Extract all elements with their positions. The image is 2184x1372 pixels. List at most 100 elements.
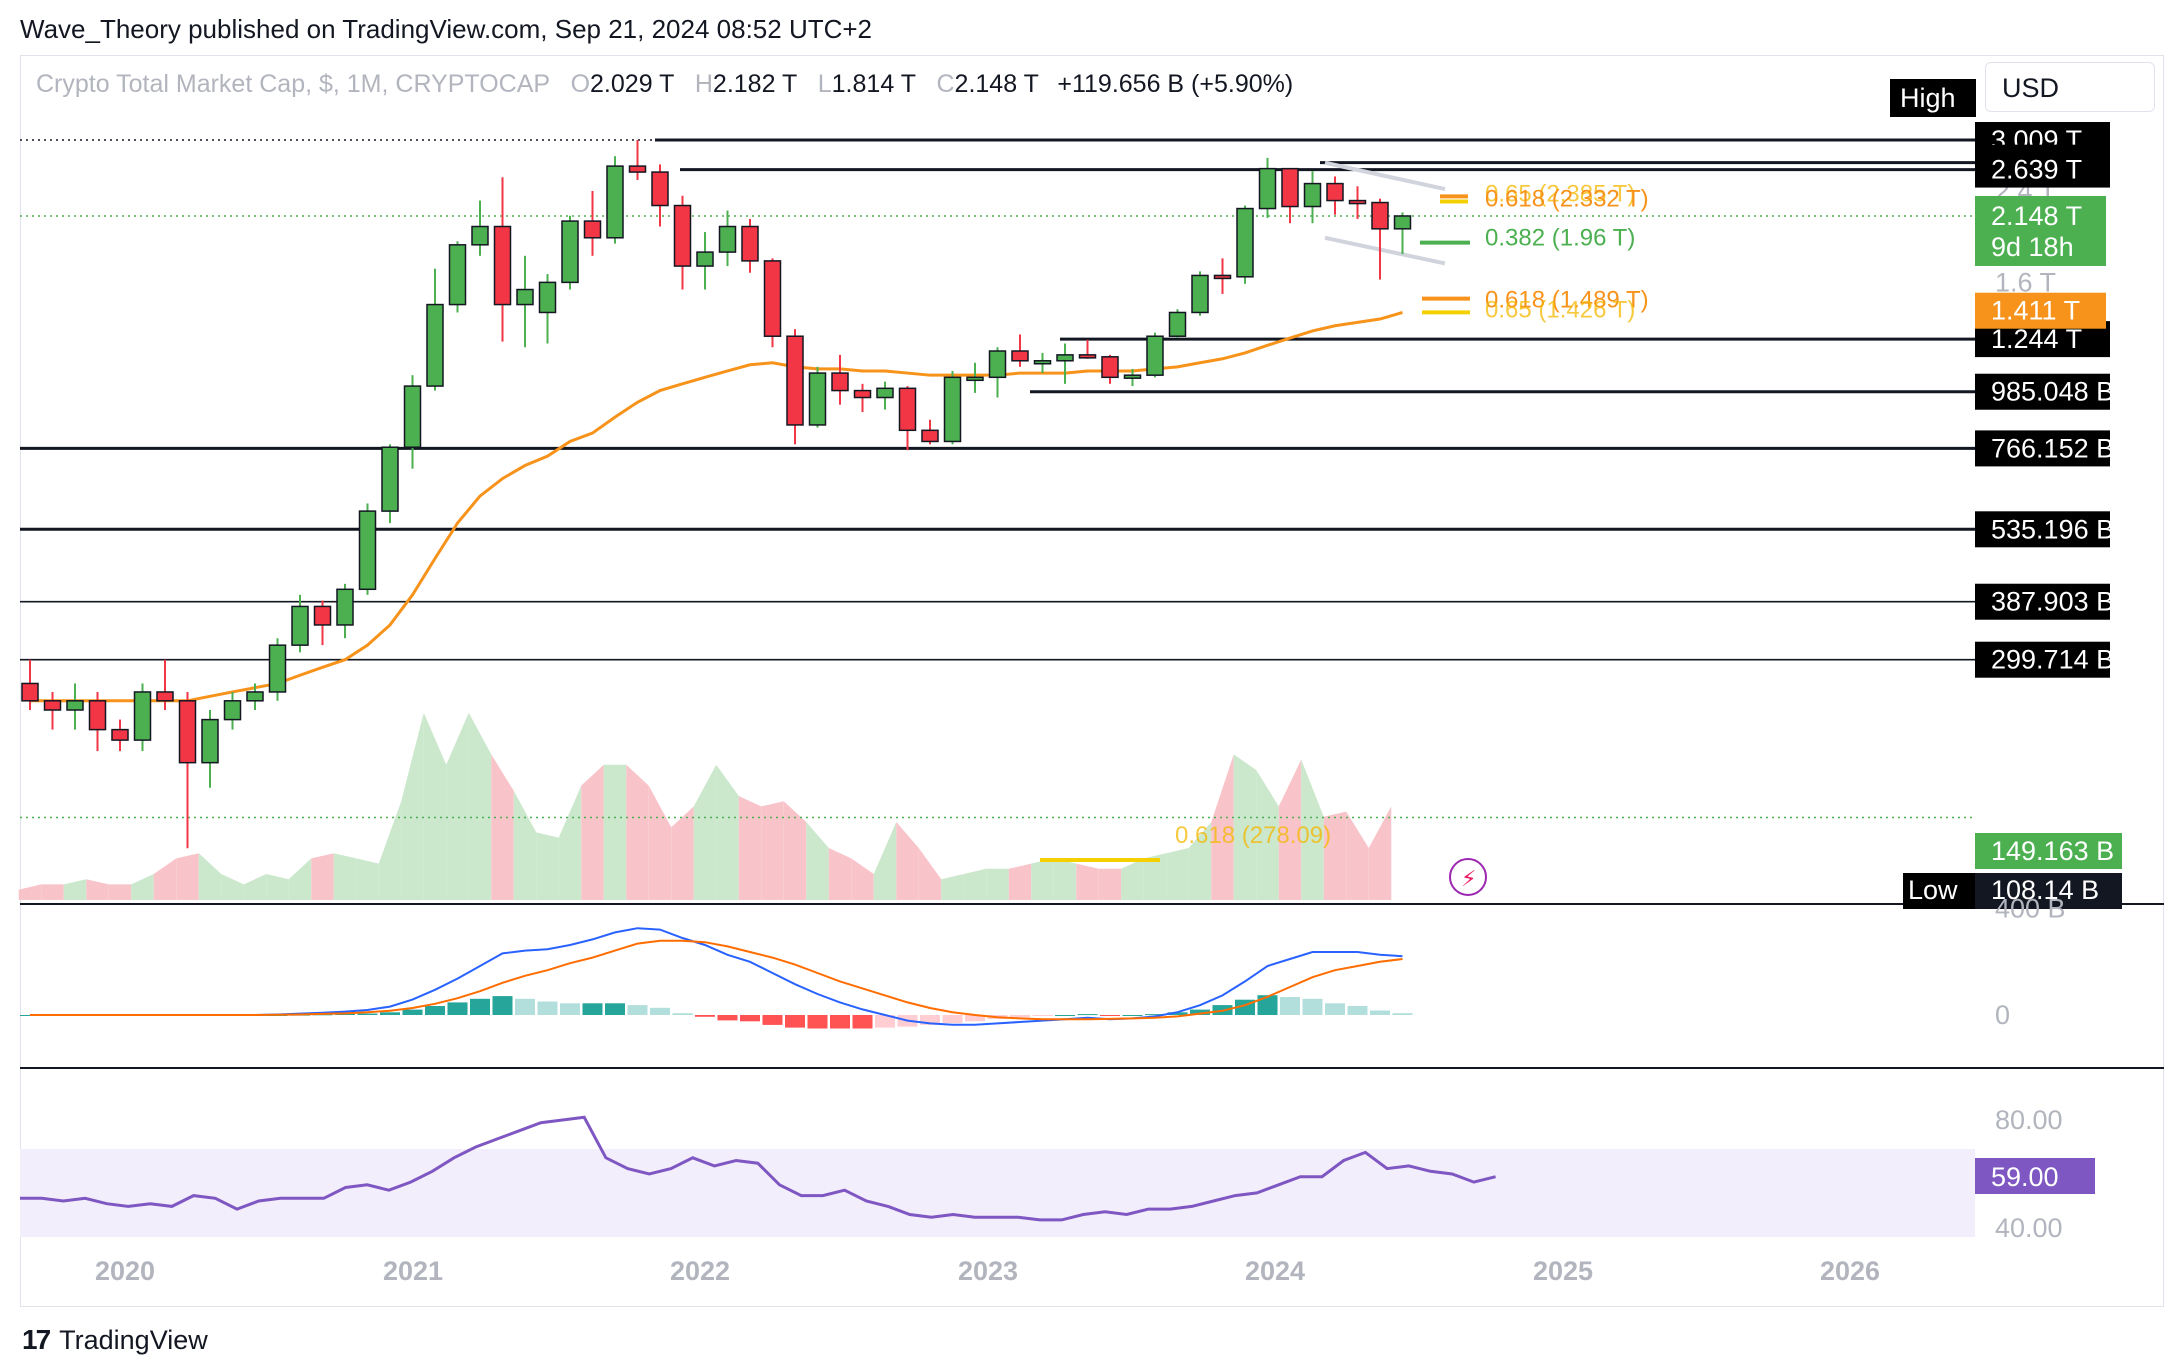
macd-histogram-bar	[1145, 1014, 1165, 1016]
volume-area	[1301, 759, 1324, 900]
volume-area	[1211, 754, 1234, 900]
candle-body	[493, 225, 512, 306]
level-price-tag-label: 387.903 B	[1991, 587, 2114, 617]
volume-area	[18, 884, 42, 900]
macd-histogram-bar	[515, 998, 535, 1015]
macd-histogram-bar	[1077, 1014, 1098, 1016]
candle-body	[786, 335, 804, 426]
volume-area	[986, 868, 1009, 900]
candle-body	[403, 385, 422, 448]
legend-change: +119.656 B (+5.90%)	[1057, 70, 1294, 98]
volume-area	[536, 832, 559, 900]
legend-close-label: C	[936, 70, 955, 98]
candle-body	[313, 605, 332, 626]
macd-histogram-bar	[1167, 1012, 1188, 1015]
candle-body	[673, 204, 692, 267]
macd-axis-label: 0	[1995, 1000, 2010, 1030]
candle-body	[606, 165, 624, 239]
tradingview-brand: TradingView	[59, 1324, 208, 1355]
lightning-icon	[1449, 858, 1487, 896]
volume-area	[108, 884, 132, 900]
candle-body	[1078, 354, 1097, 359]
x-axis-year-label: 2025	[1533, 1256, 1593, 1286]
tradingview-logo-icon: 17	[22, 1324, 51, 1355]
volume-area	[356, 858, 379, 900]
macd-histogram-bar	[785, 1015, 805, 1028]
high-tag	[1890, 79, 1976, 117]
candle-body	[133, 691, 152, 741]
volume-area	[603, 764, 627, 900]
volume-area	[558, 785, 582, 900]
candle-body	[358, 510, 377, 591]
candle-body	[516, 288, 534, 306]
x-axis-year-label: 2026	[1820, 1256, 1880, 1286]
candle-body	[561, 220, 579, 284]
macd-histogram-bar	[695, 1015, 715, 1017]
volume-area	[41, 884, 64, 900]
volume-area	[176, 853, 199, 900]
volume-area	[1188, 822, 1212, 900]
volume-area	[783, 801, 807, 900]
candle-body	[426, 303, 444, 387]
macd-histogram-bar	[560, 1003, 580, 1015]
macd-histogram-bar	[830, 1015, 850, 1029]
volume-area	[671, 806, 694, 900]
candle-body	[1326, 182, 1344, 202]
legend-open-value: 2.029 T	[590, 70, 674, 98]
macd-histogram-bar	[470, 998, 490, 1015]
low-price-label: 108.14 B	[1991, 875, 2099, 905]
rsi-axis-label: 80.00	[1995, 1105, 2063, 1135]
volume-area	[716, 764, 739, 900]
low-tag-label: Low	[1908, 875, 1958, 905]
macd-histogram-bar	[717, 1015, 738, 1021]
x-axis-year-label: 2024	[1245, 1256, 1305, 1286]
volume-area	[918, 848, 942, 900]
candle-body	[808, 372, 827, 426]
volume-area	[1031, 858, 1054, 900]
legend-high-value: 2.182 T	[712, 70, 797, 98]
legend-low-value: 1.814 T	[831, 70, 916, 98]
macd-histogram-bar	[1302, 998, 1323, 1015]
currency-button[interactable]: USD	[1985, 62, 2155, 112]
candle-body	[223, 700, 242, 721]
macd-histogram-bar	[1122, 1015, 1143, 1016]
channel-line-lower	[1324, 235, 1446, 266]
candle-body	[696, 251, 714, 267]
footer-brand[interactable]: 17 TradingView	[22, 1322, 208, 1358]
volume-area	[333, 853, 357, 900]
macd-histogram-bar	[1190, 1009, 1210, 1015]
macd-histogram-bar	[492, 996, 513, 1015]
candle-body	[1101, 356, 1119, 379]
candle-body	[1371, 201, 1389, 230]
indicator-price-label: 1.411 T	[1991, 296, 2080, 326]
volume-area	[828, 848, 852, 900]
level-price-tag-label: 766.152 B	[1991, 433, 2114, 463]
volume-area	[153, 858, 177, 900]
y-axis-tick-label: 1.6 T	[1995, 267, 2056, 297]
macd-histogram-bar	[402, 1009, 423, 1015]
candle-body	[741, 225, 759, 262]
candle-body	[1236, 207, 1254, 278]
candle-body	[1191, 274, 1209, 314]
candle-body	[156, 691, 174, 702]
macd-histogram-bar	[1257, 995, 1278, 1015]
volume-area	[311, 853, 334, 900]
candle-body	[1348, 199, 1367, 205]
macd-histogram-bar	[357, 1013, 378, 1015]
volume-area	[581, 764, 604, 900]
candle-body	[583, 220, 602, 239]
volume-area	[468, 712, 492, 900]
legend-low-label: L	[817, 70, 832, 98]
volume-area	[648, 785, 672, 900]
x-axis-year-label: 2020	[95, 1256, 155, 1286]
legend-open-label: O	[570, 70, 591, 98]
volume-area	[851, 858, 874, 900]
candle-body	[336, 588, 354, 626]
fib-label: 0.65 (2.385 T)	[1485, 180, 1635, 207]
macd-histogram-bar	[875, 1015, 895, 1028]
rsi-band	[20, 1149, 1975, 1237]
candle-body	[876, 387, 894, 399]
legend-symbol[interactable]: Crypto Total Market Cap, $, 1M, CRYPTOCA…	[36, 70, 550, 98]
candle-body	[1033, 360, 1052, 365]
